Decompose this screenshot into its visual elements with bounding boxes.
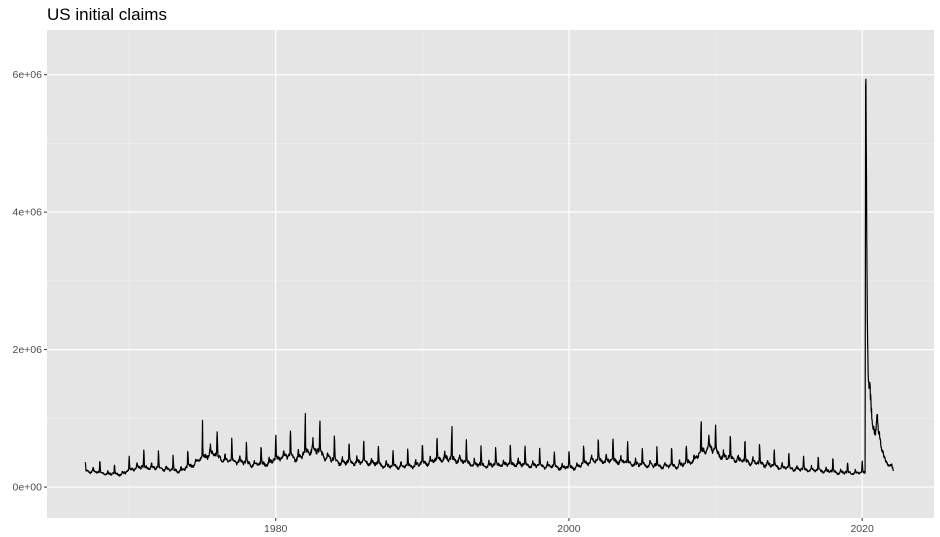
x-axis: 1980 2000 2020	[264, 518, 874, 535]
y-tick-label: 2e+06	[13, 344, 43, 356]
series-line	[84, 78, 895, 477]
minor-gridlines	[47, 30, 934, 518]
x-tick-label: 2020	[850, 523, 874, 535]
series-layer	[84, 78, 895, 477]
x-tick-label: 1980	[264, 523, 288, 535]
major-gridlines	[47, 30, 934, 518]
y-tick-label: 0e+00	[13, 482, 43, 494]
chart-title: US initial claims	[47, 5, 167, 24]
plot-panel	[47, 30, 934, 518]
y-tick-label: 4e+06	[13, 207, 43, 219]
x-tick-label: 2000	[557, 523, 581, 535]
y-axis: 0e+00 2e+06 4e+06 6e+06	[13, 69, 47, 494]
y-tick-label: 6e+06	[13, 69, 43, 81]
